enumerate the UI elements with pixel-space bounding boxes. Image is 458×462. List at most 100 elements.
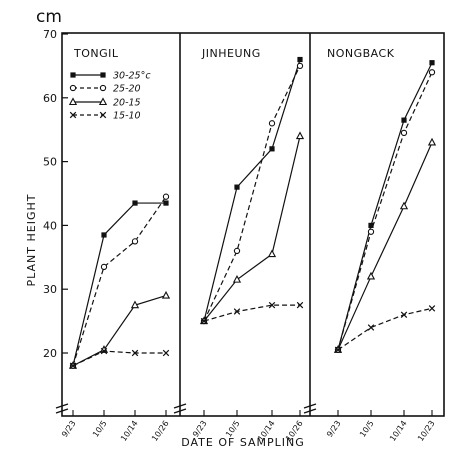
x-tick-label: 10/23 <box>416 419 437 443</box>
data-point <box>400 311 408 318</box>
legend-label: 25-20 <box>113 84 141 95</box>
legend-marker <box>100 72 106 78</box>
y-axis: 20 30 40 50 60 70 <box>43 28 68 360</box>
data-point <box>267 249 277 258</box>
data-point <box>399 201 409 210</box>
y-unit-label: cm <box>36 7 62 27</box>
data-point <box>163 200 169 206</box>
legend-marker <box>69 111 77 119</box>
legend-marker <box>99 84 107 92</box>
data-point <box>295 131 305 140</box>
y-tick-label: 50 <box>43 156 57 169</box>
data-point <box>232 274 242 283</box>
x-tick-label: 10/5 <box>358 419 376 439</box>
data-point <box>268 301 276 309</box>
legend-label: 20-15 <box>113 98 141 109</box>
x-tick-label: 10/5 <box>91 419 109 439</box>
data-point <box>367 324 375 331</box>
legend-entry: 30-25°c <box>70 71 151 82</box>
data-point <box>161 290 171 299</box>
data-point <box>234 184 240 190</box>
series-1 <box>70 200 169 369</box>
legend-entry: 25-20 <box>69 84 141 95</box>
x-tick-label: 9/23 <box>60 419 78 439</box>
x-tick-label: 9/23 <box>325 419 343 439</box>
series-1 <box>335 60 435 353</box>
data-point <box>130 300 140 309</box>
panel-title: NONGBACK <box>327 47 395 60</box>
x-tick-label: 10/26 <box>150 419 171 443</box>
data-point <box>233 308 241 315</box>
series-2 <box>200 62 304 325</box>
y-tick-label: 30 <box>43 283 57 296</box>
data-point <box>428 69 436 76</box>
data-point <box>162 193 170 200</box>
legend-entry: 15-10 <box>69 111 141 122</box>
x-tick-label: 10/14 <box>119 419 140 443</box>
data-point <box>131 349 139 357</box>
y-tick-label: 70 <box>43 28 57 41</box>
data-point <box>100 263 108 271</box>
series-line <box>203 135 301 322</box>
series-3 <box>199 131 305 325</box>
series-line <box>337 307 433 351</box>
series-2 <box>334 69 436 353</box>
series-3 <box>333 137 437 353</box>
data-point <box>296 301 304 309</box>
axis-break <box>55 403 317 414</box>
series-line <box>337 62 433 350</box>
series-4 <box>69 347 170 369</box>
data-point <box>297 56 303 63</box>
data-point <box>368 222 374 228</box>
x-axis-label: DATE OF SAMPLING <box>181 436 305 449</box>
data-point <box>132 200 138 206</box>
series-line <box>203 65 301 322</box>
series-3 <box>68 290 171 369</box>
series-4 <box>334 305 436 354</box>
data-point <box>101 232 107 238</box>
series-line <box>72 350 166 367</box>
data-point <box>366 271 376 280</box>
legend-entry: 20-15 <box>68 97 141 109</box>
x-tick-label: 10/14 <box>388 419 409 443</box>
y-axis-label: PLANT HEIGHT <box>25 194 38 287</box>
legend-marker <box>68 97 78 106</box>
panel-title: JINHEUNG <box>201 47 261 60</box>
series-line <box>72 196 167 366</box>
plot-frame <box>61 32 445 417</box>
data-point <box>428 305 436 312</box>
data-point <box>268 120 276 127</box>
y-tick-label: 20 <box>43 347 57 360</box>
series-line <box>72 202 166 366</box>
data-point <box>233 247 241 255</box>
data-point <box>400 129 408 137</box>
legend-label: 30-25°c <box>113 71 151 82</box>
data-point <box>69 362 77 369</box>
data-point <box>367 228 375 235</box>
series-line <box>337 142 433 351</box>
series-line <box>203 304 300 322</box>
data-point <box>401 117 407 123</box>
panel-title: TONGIL <box>73 47 119 60</box>
data-point <box>296 62 304 70</box>
data-point <box>427 137 437 146</box>
legend-marker <box>98 97 108 106</box>
series-2 <box>69 193 170 369</box>
legend-label: 15-10 <box>113 111 141 122</box>
series-4 <box>200 301 304 325</box>
series-line <box>337 72 433 350</box>
data-point <box>162 349 170 357</box>
legend-marker <box>99 111 107 119</box>
y-tick-label: 40 <box>43 219 57 232</box>
data-point <box>334 346 342 354</box>
data-point <box>429 60 435 66</box>
data-point <box>200 317 208 325</box>
panel-nongback: NONGBACK 9/23 10/5 10/14 10/23 <box>325 47 437 443</box>
legend: 30-25°c 25-20 20-15 15-10 <box>68 71 151 122</box>
legend-marker <box>70 72 76 78</box>
data-point <box>100 347 108 355</box>
data-point <box>269 146 275 152</box>
